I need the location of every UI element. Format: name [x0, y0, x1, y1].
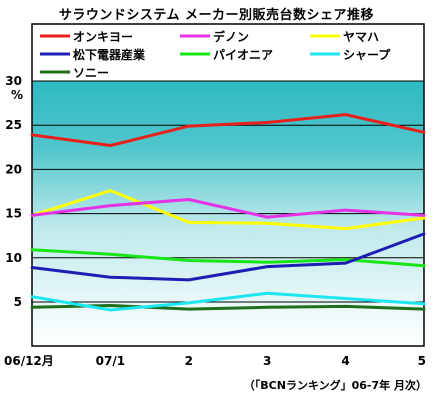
xtick-label-1: 07/1	[96, 354, 125, 368]
y-unit-label: %	[11, 88, 23, 102]
legend-label-1: デノン	[213, 29, 249, 44]
legend-label-3: 松下電器産業	[73, 47, 146, 62]
series-line-6	[30, 304, 426, 311]
legend-label-6: ソニー	[73, 66, 109, 80]
ytick-label-5: 5	[14, 295, 22, 309]
ytick-label-15: 15	[5, 207, 22, 221]
series-line-0	[30, 113, 426, 147]
plot-frame	[31, 23, 425, 347]
series-line-3	[30, 232, 426, 282]
xtick-label-0: 06/12月	[4, 354, 54, 368]
source-note: （「BCNランキング」06-7年 月次）	[243, 379, 427, 392]
legend-label-5: シャープ	[343, 47, 391, 62]
series-line-5	[30, 291, 426, 312]
legend-label-2: ヤマハ	[343, 30, 379, 44]
legend-label-4: パイオニア	[213, 48, 273, 62]
xtick-label-3: 3	[263, 354, 271, 368]
ytick-label-25: 25	[5, 118, 22, 132]
ytick-label-30: 30	[5, 74, 22, 88]
xtick-label-4: 4	[341, 354, 349, 368]
ytick-label-10: 10	[5, 251, 22, 265]
ytick-label-20: 20	[5, 162, 22, 176]
series-line-2	[30, 189, 426, 231]
xtick-label-5: 5	[418, 354, 426, 368]
series-line-1	[30, 198, 426, 219]
series-line-4	[30, 248, 426, 268]
xtick-label-2: 2	[185, 354, 193, 368]
chart-title: サラウンドシステム メーカー別販売台数シェア推移	[58, 8, 375, 23]
legend-label-0: オンキヨー	[73, 30, 133, 44]
